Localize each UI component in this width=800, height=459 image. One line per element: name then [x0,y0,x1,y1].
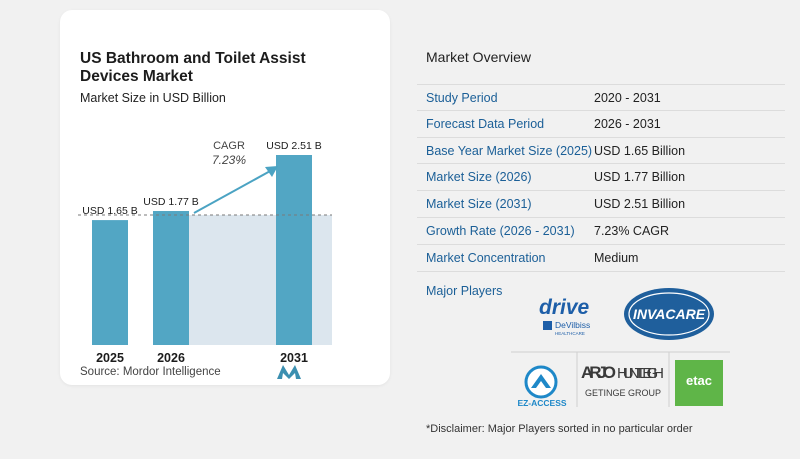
bar-chart: USD 1.65 B 2025 USD 1.77 B 2026 USD 2.51 B 20… [78,140,332,365]
getinge-group-label: GETINGE GROUP [585,388,661,398]
invacare-badge-ring-icon [628,292,710,336]
overview-row-label: Market Concentration [426,250,546,265]
ez-access-logo-name: EZ-ACCESS [517,398,566,408]
etac-logo-name: etac [686,373,712,388]
bar-data-label: USD 2.51 B [266,140,321,152]
etac-badge-icon [675,360,723,406]
bars-layer: USD 1.65 B 2025 USD 1.77 B 2026 USD 2.51 B 20… [82,140,321,365]
disclaimer-note: *Disclaimer: Major Players sorted in no … [426,423,693,435]
overview-row: Growth Rate (2026 - 2031) 7.23% CAGR [417,218,785,245]
x-tick-label: 2031 [280,351,308,365]
mordor-logo-icon [277,365,301,379]
bar-data-label: USD 1.65 B [82,205,137,217]
cagr-arrow-head [265,166,278,177]
overview-row: Base Year Market Size (2025) USD 1.65 Bil… [417,138,785,165]
major-players-logos: drive DeVilbiss HEALTHCARE INVACARE EZ-A… [511,288,730,408]
market-size-chart-card: US Bathroom and Toilet Assist Devices Ma… [60,10,390,385]
bar-data-label: USD 1.77 B [143,196,198,208]
devilbiss-logo-name: DeVilbiss [555,320,590,330]
cagr-label: CAGR [213,140,245,152]
arjo-logo-name: ARJO [581,363,616,382]
overview-row-label: Market Size (2026) [426,170,532,185]
cagr-value: 7.23% [212,153,246,167]
overview-row-value: Medium [594,250,639,265]
overview-row: Market Size (2031) USD 2.51 Billion [417,191,785,218]
overview-row-label: Growth Rate (2026 - 2031) [426,223,575,238]
overview-row-label: Forecast Data Period [426,116,545,131]
huntleigh-logo-name: HUNTLEIGH [617,365,664,382]
bar-2031 [276,155,312,345]
overview-row-value: 2020 - 2031 [594,91,661,105]
market-overview-table: Study Period 2020 - 2031 Forecast Data Per… [417,84,785,272]
invacare-logo: INVACARE [624,288,714,340]
overview-row-label: Market Size (2031) [426,197,532,212]
x-tick-label: 2025 [96,351,124,365]
bar-2026 [153,211,189,345]
overview-row: Study Period 2020 - 2031 [417,84,785,111]
arjohuntleigh-logo: ARJO HUNTLEIGH GETINGE GROUP [581,363,664,398]
chart-subtitle: Market Size in USD Billion [80,91,226,105]
x-tick-label: 2026 [157,351,185,365]
overview-row-value: USD 2.51 Billion [594,197,686,212]
ez-access-emblem-icon [524,365,558,399]
overview-row: Forecast Data Period 2026 - 2031 [417,111,785,138]
overview-row-value: 7.23% CAGR [594,223,670,238]
drive-logo-name: drive [539,296,590,319]
overview-row-label: Study Period [426,91,498,105]
source-note: Source: Mordor Intelligence [80,366,221,378]
major-players-label: Major Players [426,284,503,298]
ez-access-chevron-icon [531,374,551,388]
devilbiss-logo-sub: HEALTHCARE [555,331,585,336]
overview-row-value: USD 1.65 Billion [594,143,686,158]
devilbiss-mark-icon [543,321,552,330]
cagr-arrow [193,169,273,214]
overview-row: Market Concentration Medium [417,245,785,272]
chart-title: US Bathroom and Toilet Assist Devices Ma… [80,50,306,85]
market-overview-title: Market Overview [426,49,532,65]
overview-row: Market Size (2026) USD 1.77 Billion [417,164,785,192]
invacare-badge-icon [624,288,714,340]
etac-logo: etac [675,360,723,406]
bar-2025 [92,220,128,345]
drive-devilbiss-logo: drive DeVilbiss HEALTHCARE [539,296,590,336]
overview-row-value: 2026 - 2031 [594,116,661,131]
overview-row-label: Base Year Market Size (2025) [426,143,593,158]
overview-row-value: USD 1.77 Billion [594,170,686,185]
invacare-logo-name: INVACARE [633,306,706,322]
ez-access-logo: EZ-ACCESS [517,365,567,408]
